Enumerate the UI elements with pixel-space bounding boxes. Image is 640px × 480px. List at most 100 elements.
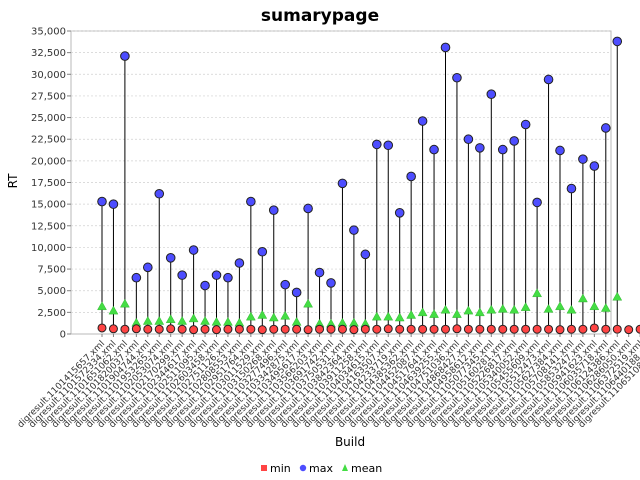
point-min [418,324,428,334]
point-max [497,144,508,155]
point-min [532,324,542,334]
point-max [154,188,165,199]
point-min [452,324,462,334]
y-axis-title: RT [6,173,20,188]
point-min [395,324,405,334]
point-max [601,123,611,133]
point-max [314,267,325,278]
data-marks [97,36,640,335]
point-max [257,246,268,257]
point-max [349,225,359,235]
point-max [383,140,394,151]
chart-title: sumarypage [261,6,379,26]
point-max [291,287,302,298]
point-max [337,178,348,189]
point-min [315,324,325,334]
point-max [280,279,291,290]
point-min [108,324,118,334]
point-min [635,324,640,334]
point-max [532,197,542,208]
point-mean [268,312,279,322]
legend: min max mean [261,462,382,475]
legend-label-mean: mean [351,462,382,475]
point-max [223,272,233,283]
point-mean [429,309,439,318]
point-mean [566,304,577,314]
point-max [543,74,554,85]
point-min [463,324,473,334]
point-mean [463,305,474,315]
point-min [303,325,313,335]
y-tick-label: 2,500 [37,308,66,319]
point-mean [257,310,268,319]
point-min [589,323,599,333]
point-mean [578,293,588,303]
point-max [108,199,119,209]
legend-swatch-min [261,465,267,471]
point-min [372,324,382,334]
point-max [326,278,336,288]
point-mean [406,310,416,319]
point-mean [417,307,428,317]
point-min [143,324,153,334]
point-min [154,324,164,334]
point-min [601,324,611,334]
point-min [486,324,496,334]
point-max [246,196,256,207]
y-tick-label: 30,000 [31,70,66,81]
point-max [372,139,382,150]
point-mean [543,303,554,313]
point-min [498,324,508,334]
point-mean [440,304,451,314]
point-mean [280,310,291,320]
point-mean [97,301,107,310]
point-mean [383,311,394,321]
point-min [246,324,256,334]
point-mean [486,304,497,314]
point-min [166,324,176,334]
point-mean [394,312,405,322]
point-mean [303,298,313,308]
point-min [223,324,233,334]
point-mean [589,301,600,310]
point-mean [165,314,176,323]
point-mean [246,311,256,321]
x-axis-title: Build [335,435,365,449]
point-max [463,134,474,145]
point-max [177,270,187,280]
point-min [269,324,279,334]
y-tick-label: 12,500 [31,221,66,232]
point-min [509,324,519,334]
point-max [578,154,588,164]
point-mean [188,313,199,323]
point-min [177,324,187,334]
point-max [268,205,279,216]
point-mean [475,307,485,317]
legend-label-min: min [270,462,291,475]
point-mean [555,301,565,310]
point-min [292,324,302,334]
point-min [280,324,290,334]
point-max [394,208,405,218]
point-min [120,324,130,334]
point-min [131,324,141,334]
point-min [383,324,393,334]
range-lines [101,41,618,330]
y-tick-label: 32,500 [31,48,66,59]
point-min [349,325,359,335]
x-axis: digresult.1101415657.xmldigresult.110157… [16,334,640,430]
point-max [360,249,371,260]
point-min [406,324,416,334]
point-min [257,325,267,335]
y-tick-label: 22,500 [31,135,66,146]
point-min [441,324,450,334]
point-max [612,36,623,47]
point-max [509,136,520,146]
point-max [417,116,428,126]
point-max [486,89,497,99]
point-min [555,325,565,335]
point-min [521,324,531,334]
point-max [303,203,313,214]
